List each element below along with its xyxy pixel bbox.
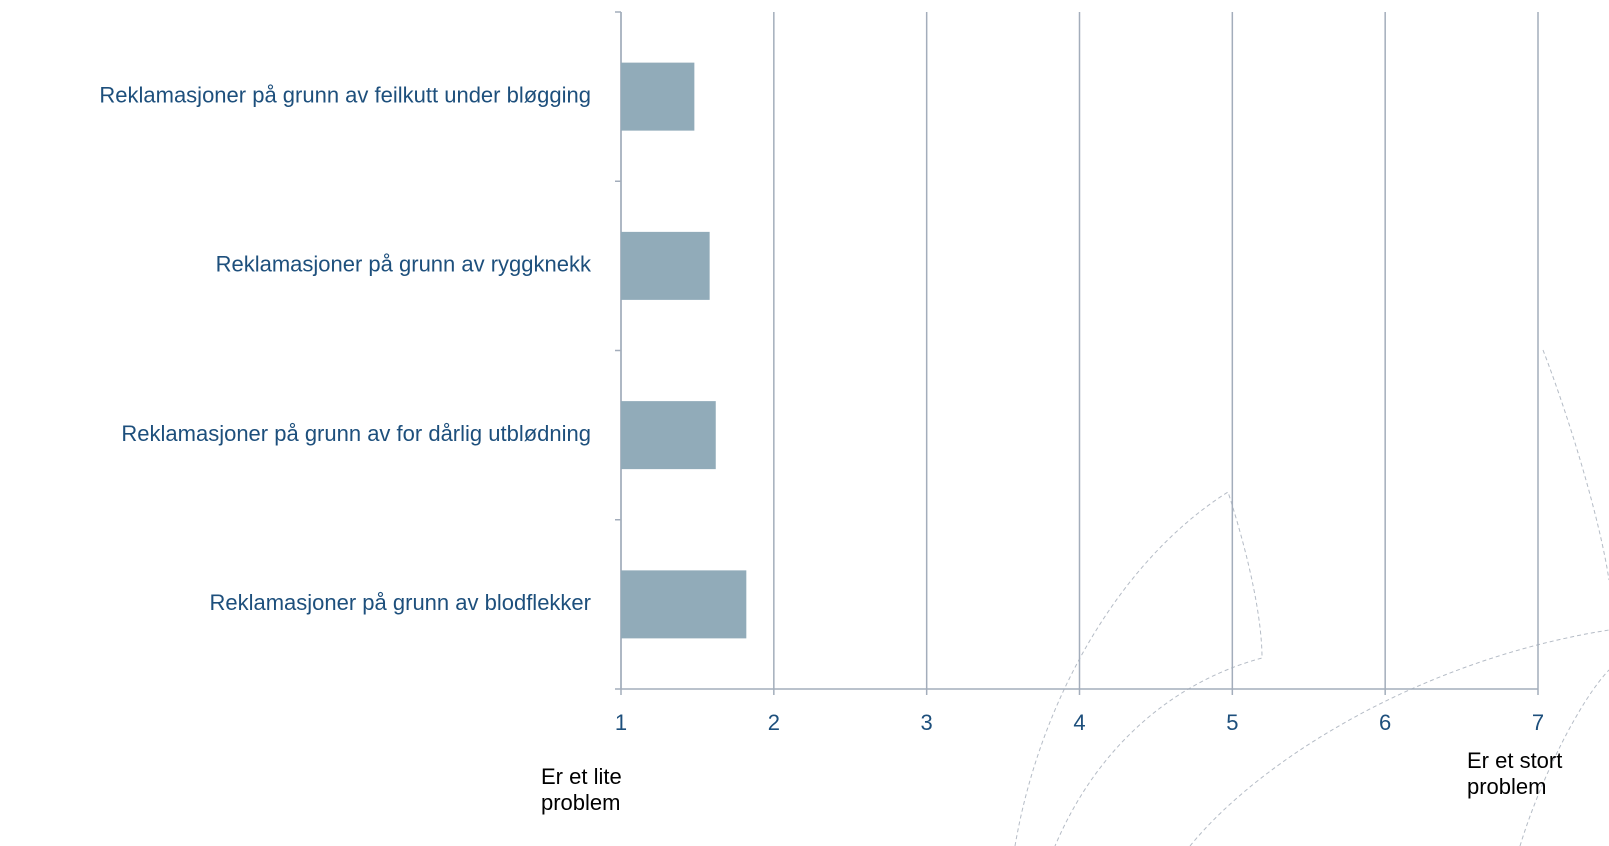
bar <box>621 62 695 131</box>
x-tick-label: 5 <box>1226 710 1238 735</box>
decoration <box>1014 349 1609 846</box>
x-tick-label: 6 <box>1379 710 1391 735</box>
x-tick-label: 2 <box>768 710 780 735</box>
annotation: Er et stort problem <box>1467 748 1563 799</box>
x-tick-label: 4 <box>1073 710 1085 735</box>
y-tick-label: Reklamasjoner på grunn av blodflekker <box>209 590 591 615</box>
bar <box>621 570 747 639</box>
y-tick-label: Reklamasjoner på grunn av ryggknekk <box>216 252 592 277</box>
x-tick-label: 3 <box>921 710 933 735</box>
bar <box>621 401 716 470</box>
x-tick-label: 1 <box>615 710 627 735</box>
y-tick-label: Reklamasjoner på grunn av feilkutt under… <box>99 82 591 107</box>
y-tick-label: Reklamasjoner på grunn av for dårlig utb… <box>121 421 591 446</box>
x-tick-label: 7 <box>1532 710 1544 735</box>
annotation: Er et lite problem <box>541 764 622 815</box>
bar <box>621 231 710 300</box>
